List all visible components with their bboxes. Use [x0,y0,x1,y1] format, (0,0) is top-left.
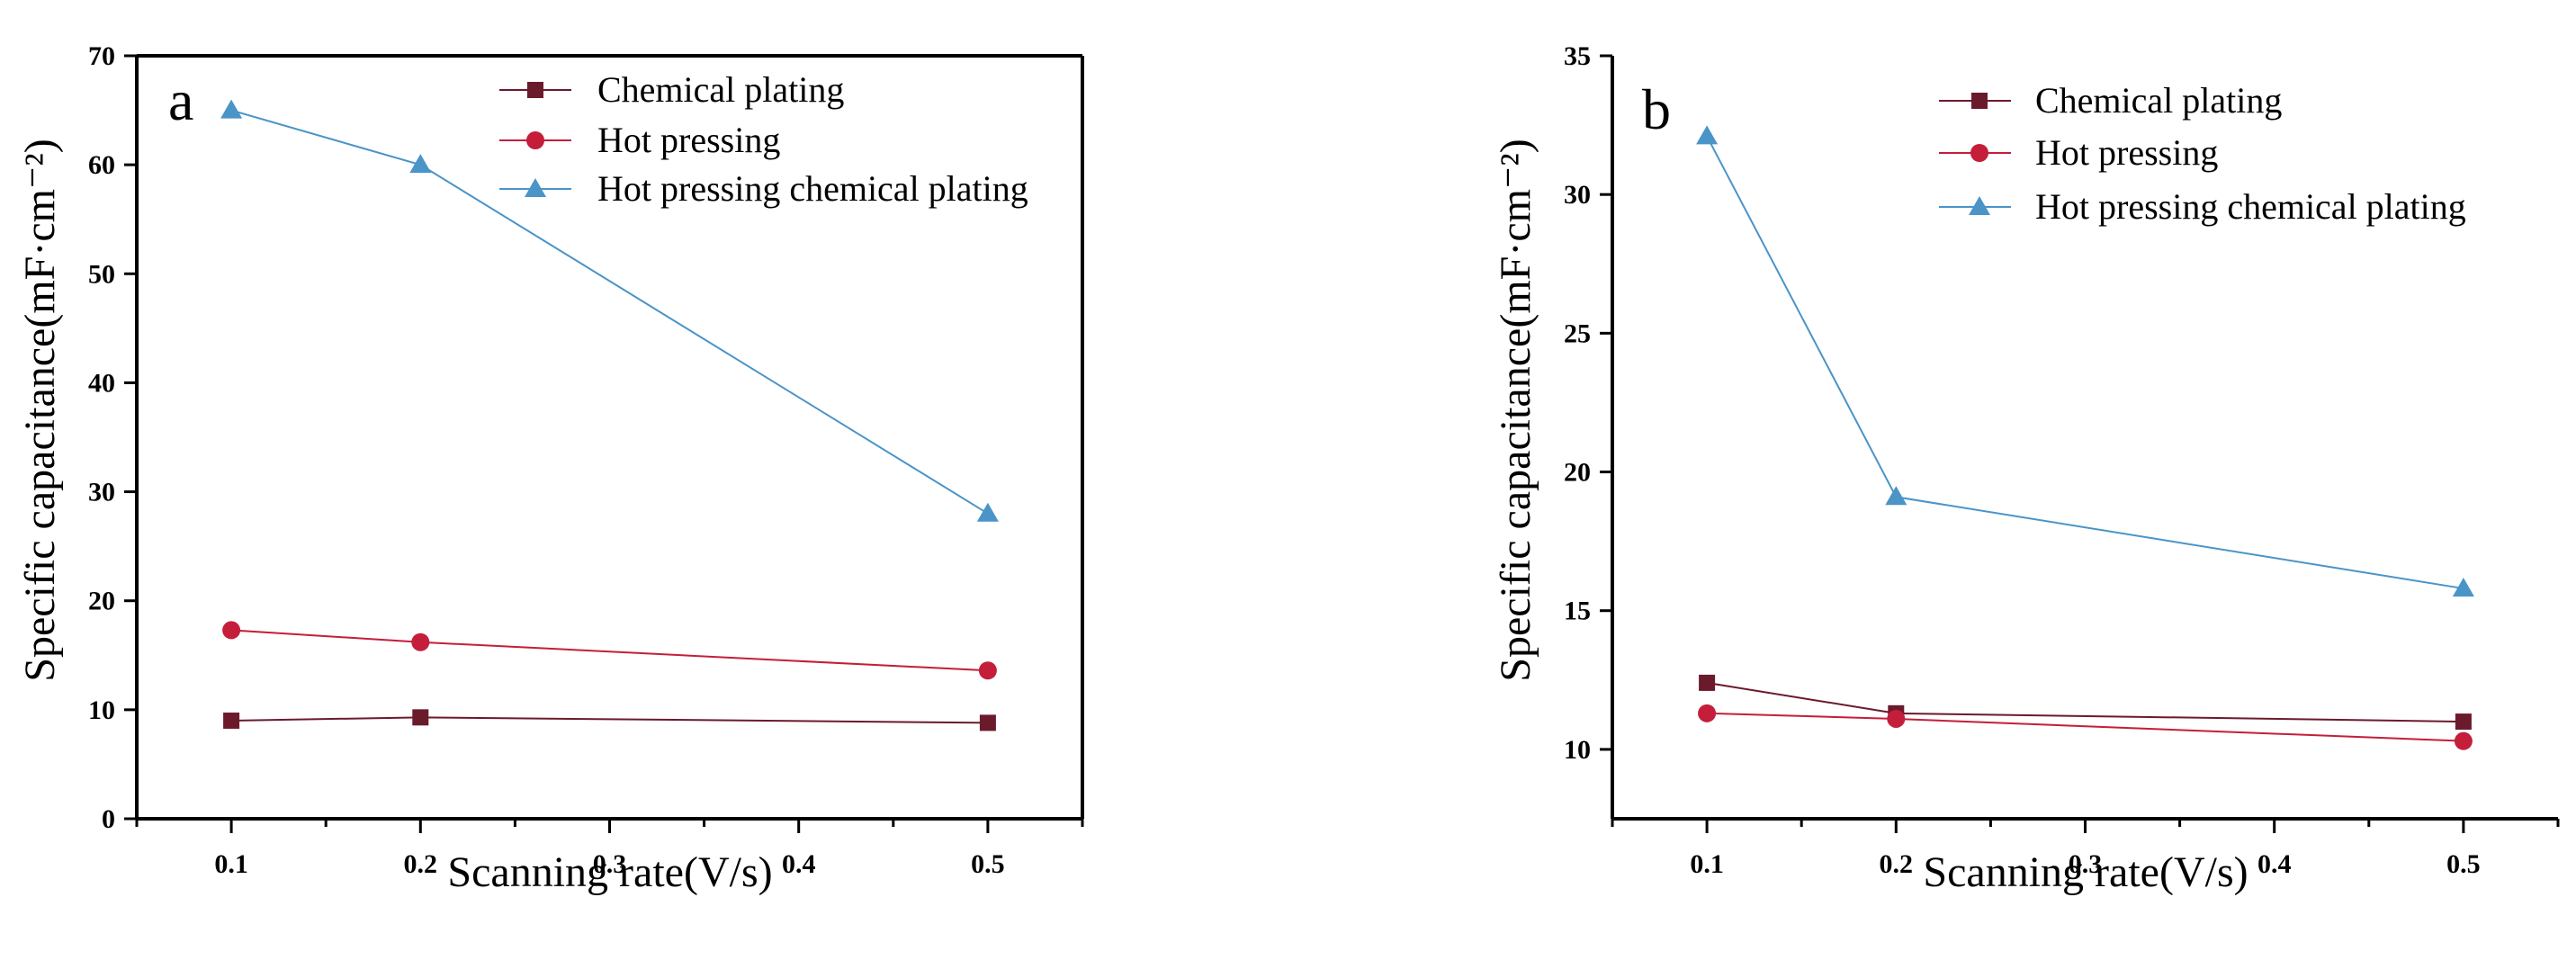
x-tick-label: 0.2 [1880,849,1914,879]
y-tick-label: 15 [1564,597,1591,626]
data-point [1698,704,1717,722]
legend-label: Hot pressing chemical plating [597,168,1028,209]
legend-marker [526,131,544,149]
legend-label: Chemical plating [597,69,844,110]
series-line [231,629,988,672]
data-point [2455,713,2472,731]
data-point [1887,709,1906,728]
x-tick-label: 0.1 [1690,849,1724,879]
y-tick-label: 20 [88,587,115,616]
legend-label: Hot pressing [597,120,780,160]
legend-label: Hot pressing [2035,132,2218,173]
x-axis-title: Scanning rate(V/s) [447,848,772,896]
data-point [1696,125,1719,145]
x-tick-label: 0.3 [2069,849,2103,879]
y-tick-label: 35 [1564,41,1591,71]
panel-label: a [168,68,193,132]
x-tick-label: 0.4 [2257,849,2292,879]
y-axis-title: Specific capacitance(mF·cm⁻²) [16,139,64,681]
y-tick-label: 30 [88,478,115,507]
data-point [1885,486,1907,506]
data-point [220,99,243,119]
x-tick-label: 0.1 [214,849,248,879]
x-tick-label: 0.3 [593,849,627,879]
data-point [222,621,241,640]
legend-marker [527,82,543,98]
y-tick-label: 10 [1564,735,1591,765]
y-tick-label: 50 [88,259,115,289]
legend-label: Hot pressing chemical plating [2035,186,2466,227]
data-point [976,502,999,522]
x-tick-label: 0.5 [2446,849,2481,879]
y-tick-label: 70 [88,41,115,71]
y-tick-label: 0 [102,804,115,834]
x-tick-label: 0.2 [404,849,438,879]
x-axis-title: Scanning rate(V/s) [1923,848,2248,896]
data-point [412,709,429,726]
data-point [979,714,996,731]
legend-marker [1969,196,1990,215]
legend-marker [1971,93,1988,109]
y-tick-label: 40 [88,368,115,398]
data-point [411,633,430,651]
data-point [2454,731,2473,750]
y-tick-label: 60 [88,150,115,180]
series-line [1707,712,2464,742]
y-tick-label: 30 [1564,180,1591,210]
legend-marker [525,178,546,197]
data-point [1699,674,1716,691]
legend-marker [1970,144,1988,162]
y-tick-label: 25 [1564,319,1591,348]
data-point [223,712,240,729]
data-point [978,661,997,680]
data-point [2452,578,2474,597]
legend-label: Chemical plating [2035,80,2282,121]
series-line [231,716,988,724]
chart-panel-a: 0 10 20 30 40 50 60 70 0.1 0.2 0.3 0.4 0.5 Scanning r… [16,41,1084,896]
chart-panel-b: 10 15 20 25 30 35 0.1 0.2 0.3 0.4 0.5 Scanning rate… [1492,41,2560,896]
panel-label: b [1642,77,1671,141]
y-tick-label: 20 [1564,458,1591,488]
x-tick-label: 0.5 [971,849,1005,879]
y-axis-title: Specific capacitance(mF·cm⁻²) [1492,139,1539,681]
y-tick-label: 10 [88,695,115,725]
x-tick-label: 0.4 [782,849,816,879]
data-point [409,154,432,174]
